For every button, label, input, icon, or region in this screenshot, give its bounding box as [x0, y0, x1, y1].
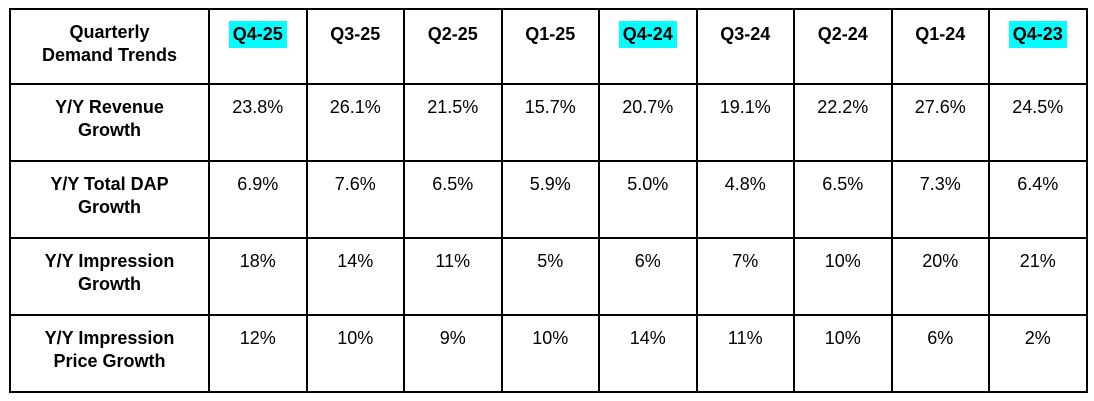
column-header-q1-25: Q1-25	[500, 8, 600, 85]
column-header-q3-24: Q3-24	[695, 8, 795, 85]
column-header-label: Q2-24	[817, 24, 868, 44]
table-cell: 27.6%	[890, 83, 990, 162]
table-cell: 21%	[988, 237, 1088, 316]
table-cell: 2%	[988, 314, 1088, 393]
table-cell: 12%	[208, 314, 308, 393]
table-cell: 20%	[890, 237, 990, 316]
table-cell: 7%	[695, 237, 795, 316]
table-cell: 26.1%	[305, 83, 405, 162]
table-cell: 5.9%	[500, 160, 600, 239]
table-cell: 14%	[598, 314, 698, 393]
column-header-q3-25: Q3-25	[305, 8, 405, 85]
table-cell: 10%	[793, 237, 893, 316]
table-cell: 6.5%	[793, 160, 893, 239]
table-row-total-dap-growth: Y/Y Total DAP Growth 6.9% 7.6% 6.5% 5.9%…	[9, 160, 1088, 239]
table-cell: 11%	[403, 237, 503, 316]
row-label-cell: Y/Y Revenue Growth	[9, 83, 210, 162]
column-header-q4-23: Q4-23	[988, 8, 1088, 85]
table-cell: 7.3%	[890, 160, 990, 239]
row-label: Y/Y Total DAP Growth	[50, 174, 169, 217]
table-cell: 20.7%	[598, 83, 698, 162]
table-cell: 23.8%	[208, 83, 308, 162]
row-label-cell: Y/Y Total DAP Growth	[9, 160, 210, 239]
column-header-label: Q4-25	[228, 21, 287, 48]
table-cell: 11%	[695, 314, 795, 393]
column-header-q4-24: Q4-24	[598, 8, 698, 85]
row-label: Y/Y Revenue Growth	[55, 97, 164, 140]
table-row-impression-price-growth: Y/Y Impression Price Growth 12% 10% 9% 1…	[9, 314, 1088, 393]
table-title-cell: Quarterly Demand Trends	[9, 8, 210, 85]
table-cell: 9%	[403, 314, 503, 393]
table-cell: 10%	[305, 314, 405, 393]
column-header-label: Q3-24	[720, 24, 771, 44]
table-cell: 19.1%	[695, 83, 795, 162]
column-header-label: Q4-23	[1008, 21, 1067, 48]
column-header-label: Q2-25	[427, 24, 478, 44]
table-cell: 18%	[208, 237, 308, 316]
column-header-q4-25: Q4-25	[208, 8, 308, 85]
table-cell: 5.0%	[598, 160, 698, 239]
column-header-q2-25: Q2-25	[403, 8, 503, 85]
table-cell: 15.7%	[500, 83, 600, 162]
table-cell: 6%	[598, 237, 698, 316]
table-cell: 7.6%	[305, 160, 405, 239]
column-header-label: Q1-25	[525, 24, 576, 44]
row-label-cell: Y/Y Impression Growth	[9, 237, 210, 316]
table-title: Quarterly Demand Trends	[41, 22, 178, 65]
table-cell: 6%	[890, 314, 990, 393]
table-cell: 10%	[500, 314, 600, 393]
column-header-q2-24: Q2-24	[793, 8, 893, 85]
table-row-revenue-growth: Y/Y Revenue Growth 23.8% 26.1% 21.5% 15.…	[9, 83, 1088, 162]
table-cell: 24.5%	[988, 83, 1088, 162]
table-cell: 5%	[500, 237, 600, 316]
header-row: Quarterly Demand Trends Q4-25 Q3-25 Q2-2…	[9, 8, 1088, 85]
table-cell: 6.5%	[403, 160, 503, 239]
row-label-cell: Y/Y Impression Price Growth	[9, 314, 210, 393]
column-header-label: Q4-24	[618, 21, 677, 48]
row-label: Y/Y Impression Price Growth	[44, 328, 175, 371]
table-cell: 14%	[305, 237, 405, 316]
column-header-label: Q3-25	[330, 24, 381, 44]
row-label: Y/Y Impression Growth	[44, 251, 175, 294]
column-header-q1-24: Q1-24	[890, 8, 990, 85]
table-cell: 6.4%	[988, 160, 1088, 239]
table-cell: 21.5%	[403, 83, 503, 162]
column-header-label: Q1-24	[915, 24, 966, 44]
table-cell: 22.2%	[793, 83, 893, 162]
table-row-impression-growth: Y/Y Impression Growth 18% 14% 11% 5% 6% …	[9, 237, 1088, 316]
table-cell: 6.9%	[208, 160, 308, 239]
quarterly-demand-table: Quarterly Demand Trends Q4-25 Q3-25 Q2-2…	[9, 8, 1088, 393]
table-cell: 4.8%	[695, 160, 795, 239]
table-cell: 10%	[793, 314, 893, 393]
